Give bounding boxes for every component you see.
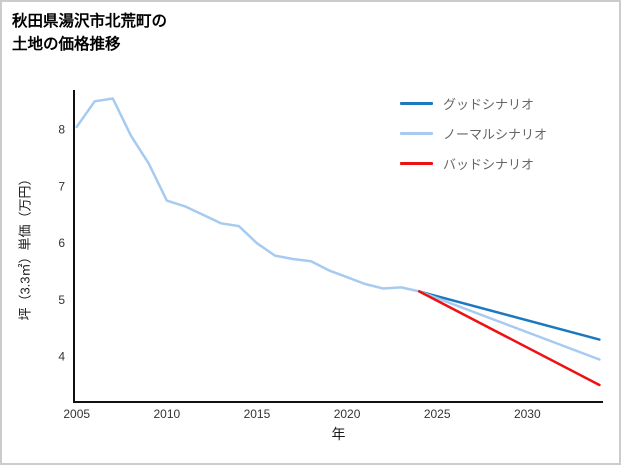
y-tick-label: 7: [58, 179, 65, 193]
chart-title: 秋田県湯沢市北荒町の 土地の価格推移: [12, 10, 167, 57]
chart-title-line1: 秋田県湯沢市北荒町の: [12, 13, 168, 30]
x-tick-label: 2005: [63, 407, 90, 421]
forecast-line-1: [417, 290, 601, 361]
y-tick-label: 8: [58, 123, 65, 137]
legend-label-good: グッドシナリオ: [443, 97, 535, 112]
forecast-line-0: [417, 290, 601, 341]
forecast-line-2: [417, 290, 601, 387]
x-tick-label: 2030: [514, 407, 541, 421]
legend-label-normal: ノーマルシナリオ: [443, 127, 548, 142]
x-tick-label: 2015: [244, 407, 271, 421]
history-line: [75, 97, 421, 293]
chart-title-line2: 土地の価格推移: [12, 36, 121, 54]
x-tick-label: 2025: [424, 407, 451, 421]
legend-entry-normal: ノーマルシナリオ: [400, 124, 547, 143]
y-tick-label: 4: [58, 350, 65, 364]
y-tick-label: 5: [58, 293, 65, 307]
legend-entry-good: グッドシナリオ: [400, 94, 547, 113]
legend-swatch: [400, 161, 433, 166]
y-tick-label: 6: [58, 236, 65, 250]
x-tick-label: 2020: [334, 407, 361, 421]
legend-swatch: [400, 131, 433, 136]
chart-legend: グッドシナリオ ノーマルシナリオ バッドシナリオ: [400, 94, 547, 184]
legend-label-bad: バッドシナリオ: [443, 157, 535, 172]
legend-entry-bad: バッドシナリオ: [400, 154, 547, 173]
y-axis-label: 坪（3.3㎡）単価（万円）: [17, 172, 33, 321]
x-axis-label: 年: [331, 426, 346, 442]
legend-swatch: [400, 101, 433, 106]
x-tick-label: 2010: [153, 407, 180, 421]
